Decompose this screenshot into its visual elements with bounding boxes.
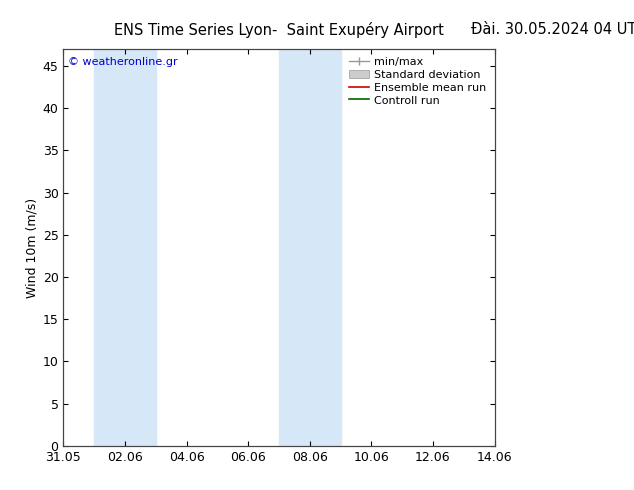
Y-axis label: Wind 10m (m/s): Wind 10m (m/s): [25, 197, 39, 297]
Legend: min/max, Standard deviation, Ensemble mean run, Controll run: min/max, Standard deviation, Ensemble me…: [347, 54, 489, 108]
Text: Đài. 30.05.2024 04 UTC: Đài. 30.05.2024 04 UTC: [470, 22, 634, 37]
Text: © weatheronline.gr: © weatheronline.gr: [68, 57, 178, 67]
Text: ENS Time Series Lyon-  Saint Exupéry Airport: ENS Time Series Lyon- Saint Exupéry Airp…: [114, 22, 444, 38]
Bar: [94, 49, 156, 446]
Bar: [279, 49, 340, 446]
